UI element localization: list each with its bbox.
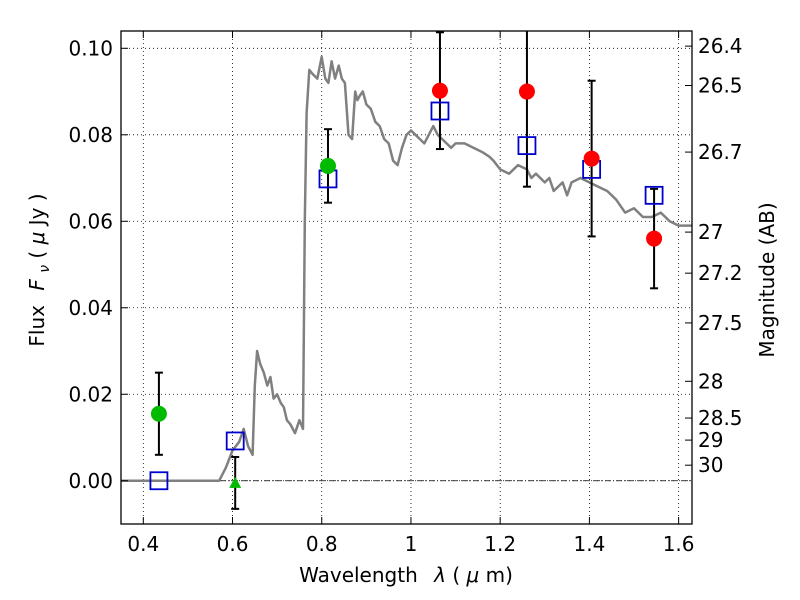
model-square-marker: [149, 471, 169, 491]
y2-tick-label: 26.5: [698, 73, 743, 97]
y-tick-label: 0.02: [68, 382, 113, 406]
data-markers: [149, 82, 664, 491]
x-tick-label: 0.4: [127, 532, 159, 556]
y2-tick-label: 30: [698, 453, 723, 477]
sed-model-line: [121, 55, 692, 483]
model-square-marker: [430, 101, 450, 121]
y-tick-label: 0.04: [68, 296, 113, 320]
y2-tick-label: 27.2: [698, 261, 743, 285]
y2-tick-label: 27.5: [698, 311, 743, 335]
y2-tick-label: 29: [698, 428, 723, 452]
y2-tick-label: 26.4: [698, 34, 743, 58]
y-axis-title: Flux F ν ( μ Jy ): [25, 193, 54, 346]
model-square-marker: [644, 185, 664, 205]
y2-tick-label: 28.5: [698, 406, 743, 430]
y-tick-label: 0.06: [68, 209, 113, 233]
x-tick-label: 1.4: [573, 532, 605, 556]
x-tick-label: 0.6: [217, 532, 249, 556]
observed-circle-marker: [150, 405, 167, 422]
observed-circle-marker: [518, 83, 535, 100]
axis-ticks: 0.4 0.6 0.8 1 1.2 1.4 1.6 0.00 0.02 0.04 0.06 0.08 0…: [68, 31, 743, 556]
plot-frame: [120, 30, 693, 525]
observed-circle-marker: [431, 82, 448, 99]
observed-circle-marker: [583, 150, 600, 167]
x-tick-label: 1.2: [484, 532, 516, 556]
x-axis-title: Wavelength λ ( μ m): [299, 563, 513, 587]
x-tick-label: 1.6: [663, 532, 695, 556]
sed-model-layer: [121, 55, 692, 483]
grid: [121, 31, 692, 524]
y2-tick-label: 28: [698, 369, 723, 393]
x-tick-label: 1: [405, 532, 418, 556]
x-tick-label: 0.8: [306, 532, 338, 556]
upper-limit-triangle-marker: [229, 476, 242, 488]
model-square-marker: [517, 136, 537, 156]
y2-tick-label: 26.7: [698, 140, 743, 164]
y-tick-label: 0.08: [68, 123, 113, 147]
y-tick-label: 0.00: [68, 469, 113, 493]
observed-circle-marker: [646, 230, 663, 247]
y-tick-label: 0.10: [68, 36, 113, 60]
y2-tick-label: 27: [698, 220, 723, 244]
observed-circle-marker: [319, 157, 336, 174]
model-square-marker: [225, 431, 245, 451]
y2-axis-title: Magnitude (AB): [755, 202, 779, 357]
